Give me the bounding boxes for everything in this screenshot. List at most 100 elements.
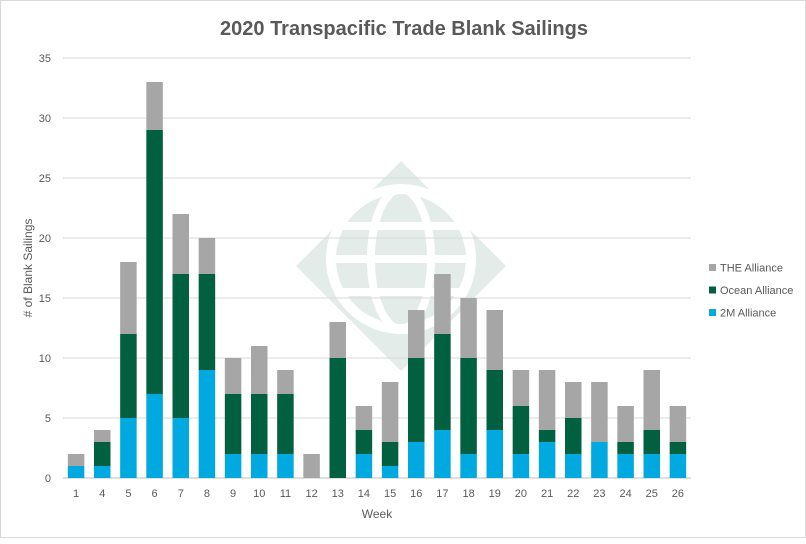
x-axis-label: Week bbox=[362, 507, 393, 521]
y-tick-label: 20 bbox=[39, 233, 51, 245]
bar-ocean-alliance bbox=[617, 442, 634, 454]
bar-ocean-alliance bbox=[381, 442, 399, 466]
bar-2m-alliance bbox=[591, 442, 608, 478]
x-tick-label: 19 bbox=[489, 488, 501, 500]
bar-ocean-alliance bbox=[355, 430, 373, 454]
chart-title: 2020 Transpacific Trade Blank Sailings bbox=[220, 18, 588, 40]
bar-2m-alliance bbox=[434, 430, 451, 478]
legend: THE Alliance Ocean Alliance 2M Alliance bbox=[709, 263, 793, 320]
bar-2m-alliance bbox=[381, 466, 399, 478]
bar-2m-alliance bbox=[617, 454, 634, 478]
bar-the-alliance bbox=[172, 214, 189, 274]
bar-2m-alliance bbox=[198, 370, 216, 478]
x-tick-label: 25 bbox=[646, 488, 658, 500]
bar-the-alliance bbox=[251, 346, 268, 394]
x-tick-label: 12 bbox=[305, 488, 317, 500]
bar-the-alliance bbox=[355, 406, 373, 430]
bar-ocean-alliance bbox=[146, 130, 163, 394]
legend-label: Ocean Alliance bbox=[720, 285, 793, 297]
x-tick-label: 6 bbox=[152, 488, 158, 500]
bar-ocean-alliance bbox=[94, 442, 111, 466]
bar-ocean-alliance bbox=[329, 358, 346, 478]
bar-2m-alliance bbox=[408, 442, 425, 478]
bar-ocean-alliance bbox=[172, 274, 189, 418]
x-tick-label: 17 bbox=[436, 488, 448, 500]
bar-the-alliance bbox=[224, 358, 242, 394]
bar-2m-alliance bbox=[120, 418, 137, 478]
x-tick-label: 11 bbox=[280, 488, 291, 500]
bar-the-alliance bbox=[643, 370, 660, 430]
x-tick-label: 8 bbox=[204, 488, 210, 500]
y-tick-label: 5 bbox=[45, 413, 51, 425]
bar-the-alliance bbox=[538, 370, 556, 430]
bar-the-alliance bbox=[591, 382, 608, 442]
bar-2m-alliance bbox=[172, 418, 189, 478]
bar-ocean-alliance bbox=[512, 406, 530, 454]
y-axis-label: # of Blank Sailings bbox=[21, 219, 35, 318]
x-tick-label: 18 bbox=[462, 488, 474, 500]
x-tick-label: 15 bbox=[384, 488, 396, 500]
bar-2m-alliance bbox=[486, 430, 503, 478]
x-tick-label: 24 bbox=[619, 488, 631, 500]
y-tick-label: 25 bbox=[39, 173, 51, 185]
x-tick-label: 1 bbox=[73, 488, 79, 500]
bar-the-alliance bbox=[460, 298, 477, 358]
bar-ocean-alliance bbox=[277, 394, 294, 454]
bar-ocean-alliance bbox=[643, 430, 660, 454]
bar-2m-alliance bbox=[251, 454, 268, 478]
bar-ocean-alliance bbox=[669, 442, 687, 454]
bar-the-alliance bbox=[486, 310, 503, 370]
y-tick-label: 0 bbox=[45, 473, 51, 485]
bar-2m-alliance bbox=[146, 394, 163, 478]
bar-the-alliance bbox=[434, 274, 451, 334]
bar-2m-alliance bbox=[669, 454, 687, 478]
bar-the-alliance bbox=[94, 430, 111, 442]
bar-ocean-alliance bbox=[538, 430, 556, 442]
bar-the-alliance bbox=[67, 454, 85, 466]
x-tick-label: 23 bbox=[593, 488, 605, 500]
bar-ocean-alliance bbox=[120, 334, 137, 418]
y-tick-label: 30 bbox=[39, 113, 51, 125]
bar-ocean-alliance bbox=[486, 370, 503, 430]
x-tick-label: 22 bbox=[567, 488, 579, 500]
bar-2m-alliance bbox=[94, 466, 111, 478]
legend-swatch bbox=[709, 264, 716, 271]
x-tick-label: 9 bbox=[230, 488, 236, 500]
bar-2m-alliance bbox=[460, 454, 477, 478]
bar-ocean-alliance bbox=[460, 358, 477, 454]
y-tick-label: 10 bbox=[39, 353, 51, 365]
bar-2m-alliance bbox=[512, 454, 530, 478]
bar-2m-alliance bbox=[565, 454, 582, 478]
x-tick-label: 7 bbox=[178, 488, 184, 500]
bar-2m-alliance bbox=[538, 442, 556, 478]
bar-the-alliance bbox=[408, 310, 425, 358]
bar-2m-alliance bbox=[277, 454, 294, 478]
bar-the-alliance bbox=[198, 238, 216, 274]
x-tick-label: 26 bbox=[672, 488, 684, 500]
x-tick-label: 16 bbox=[410, 488, 422, 500]
bar-the-alliance bbox=[565, 382, 582, 418]
legend-swatch bbox=[709, 286, 716, 294]
bar-ocean-alliance bbox=[251, 394, 268, 454]
bar-the-alliance bbox=[617, 406, 634, 442]
x-tick-label: 13 bbox=[332, 488, 344, 500]
bar-2m-alliance bbox=[643, 454, 660, 478]
bar-the-alliance bbox=[277, 370, 294, 394]
y-tick-label: 35 bbox=[39, 53, 51, 65]
bar-ocean-alliance bbox=[224, 394, 242, 454]
bar-the-alliance bbox=[381, 382, 399, 442]
legend-swatch bbox=[709, 309, 716, 316]
bar-the-alliance bbox=[303, 454, 320, 478]
bar-ocean-alliance bbox=[565, 418, 582, 454]
y-tick-label: 15 bbox=[39, 293, 51, 305]
globe-watermark-icon bbox=[296, 161, 506, 371]
x-tick-label: 10 bbox=[253, 488, 265, 500]
bar-the-alliance bbox=[669, 406, 687, 442]
bar-2m-alliance bbox=[67, 466, 85, 478]
legend-label: THE Alliance bbox=[720, 263, 783, 275]
x-tick-label: 4 bbox=[99, 488, 105, 500]
x-tick-label: 5 bbox=[125, 488, 131, 500]
bar-the-alliance bbox=[120, 262, 137, 334]
